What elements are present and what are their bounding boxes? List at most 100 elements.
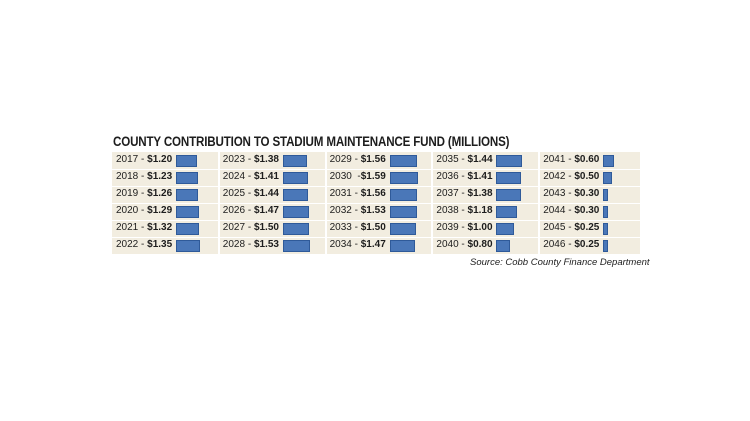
bar (496, 206, 518, 218)
year-label: 2029 (329, 154, 352, 165)
amount-label: $0.30 (574, 188, 600, 199)
year-amount-label: 2038 - $1.18 (436, 205, 492, 216)
table-cell: 2021 - $1.32 (112, 220, 219, 237)
amount-label: $1.53 (253, 239, 279, 250)
year-label: 2034 (329, 239, 352, 250)
table-cell: 2029 - $1.56 (326, 152, 433, 169)
table-cell: 2031 - $1.56 (326, 186, 433, 203)
table-cell: 2024 - $1.41 (219, 169, 326, 186)
year-label: 2046 (543, 239, 566, 250)
bar (389, 223, 416, 235)
amount-label: $1.50 (360, 222, 386, 233)
separator: - (458, 205, 468, 216)
amount-label: $1.47 (253, 205, 279, 216)
bar (282, 172, 308, 184)
amount-label: $0.60 (574, 154, 600, 165)
separator: - (245, 188, 254, 199)
table-cell: 2023 - $1.38 (219, 152, 326, 169)
bar (282, 189, 309, 201)
separator: - (138, 171, 148, 182)
separator: - (565, 171, 575, 182)
year-label: 2032 (329, 205, 352, 216)
row-divider (112, 220, 640, 221)
bar (496, 172, 522, 184)
table-cell: 2038 - $1.18 (432, 203, 539, 220)
year-label: 2038 (436, 205, 459, 216)
year-label: 2018 (116, 171, 139, 182)
year-amount-label: 2027 - $1.50 (223, 222, 279, 233)
year-label: 2040 (436, 239, 459, 250)
amount-label: $1.23 (147, 171, 173, 182)
separator: - (565, 222, 575, 233)
year-label: 2027 (222, 222, 246, 233)
year-label: 2023 (222, 154, 246, 165)
separator: - (138, 188, 148, 199)
year-amount-label: 2030 -$1.59 (330, 171, 386, 182)
year-amount-label: 2032 - $1.53 (330, 205, 386, 216)
table-cell: 2033 - $1.50 (326, 220, 433, 237)
amount-label: $0.30 (574, 205, 600, 216)
bar (603, 155, 614, 167)
separator: - (138, 239, 148, 250)
bar (282, 155, 308, 167)
year-label: 2021 (116, 222, 139, 233)
year-amount-label: 2018 - $1.23 (116, 171, 172, 182)
year-label: 2035 (436, 154, 459, 165)
table-cell: 2045 - $0.25 (539, 220, 646, 237)
amount-label: $1.41 (467, 171, 493, 182)
separator: - (458, 154, 468, 165)
separator: - (351, 239, 361, 250)
year-amount-label: 2031 - $1.56 (330, 188, 386, 199)
table-cell: 2043 - $0.30 (539, 186, 646, 203)
bar (603, 189, 609, 201)
year-label: 2025 (222, 188, 246, 199)
amount-label: $1.47 (360, 239, 386, 250)
bar (282, 223, 310, 235)
year-label: 2031 (329, 188, 352, 199)
year-label: 2043 (543, 188, 566, 199)
separator: - (245, 154, 254, 165)
bar (389, 189, 418, 201)
year-amount-label: 2022 - $1.35 (116, 239, 172, 250)
row-divider (112, 203, 640, 204)
year-amount-label: 2042 - $0.50 (543, 171, 599, 182)
table-cell: 2044 - $0.30 (539, 203, 646, 220)
year-amount-label: 2019 - $1.26 (116, 188, 172, 199)
table-cell: 2022 - $1.35 (112, 237, 219, 254)
year-amount-label: 2041 - $0.60 (543, 154, 599, 165)
bar (176, 155, 198, 167)
bar (389, 155, 418, 167)
table-cell: 2042 - $0.50 (539, 169, 646, 186)
amount-label: $1.26 (147, 188, 173, 199)
separator: - (138, 205, 148, 216)
year-label: 2033 (329, 222, 352, 233)
year-label: 2041 (543, 154, 566, 165)
year-amount-label: 2020 - $1.29 (116, 205, 172, 216)
bar (176, 240, 200, 252)
bar (176, 223, 200, 235)
separator: - (351, 171, 361, 182)
bar (176, 172, 198, 184)
amount-label: $1.35 (147, 239, 173, 250)
year-amount-label: 2024 - $1.41 (223, 171, 279, 182)
year-amount-label: 2035 - $1.44 (436, 154, 492, 165)
chart-table: 2017 - $1.20 2018 - $1.23 2019 - $1.26 2020… (112, 152, 640, 254)
amount-label: $1.32 (147, 222, 173, 233)
year-label: 2019 (116, 188, 139, 199)
amount-label: $1.56 (360, 154, 386, 165)
year-amount-label: 2044 - $0.30 (543, 205, 599, 216)
bar (389, 206, 417, 218)
separator: - (458, 239, 468, 250)
amount-label: $0.50 (574, 171, 600, 182)
amount-label: $1.44 (253, 188, 279, 199)
bar (603, 172, 612, 184)
row-divider (112, 169, 640, 170)
separator: - (351, 222, 361, 233)
separator: - (351, 205, 361, 216)
separator: - (138, 222, 148, 233)
table-cell: 2035 - $1.44 (432, 152, 539, 169)
amount-label: $1.20 (147, 154, 173, 165)
bar (176, 189, 199, 201)
year-label: 2044 (543, 205, 566, 216)
bar (603, 223, 608, 235)
